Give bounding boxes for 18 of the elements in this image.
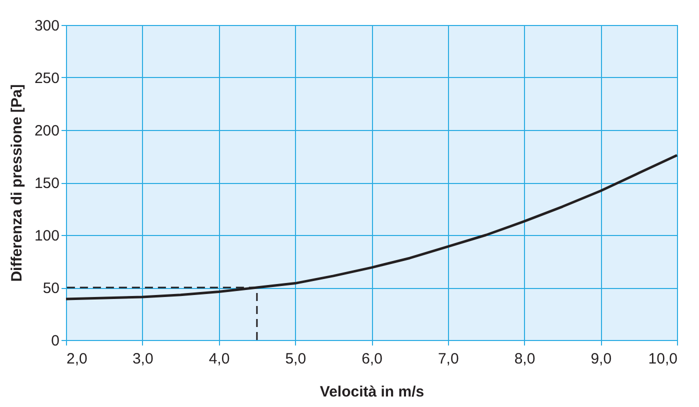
y-tick-label: 0: [51, 332, 60, 350]
x-tick-label: 5,0: [285, 350, 306, 368]
y-tick-label: 50: [42, 280, 60, 297]
y-tick-label: 100: [34, 228, 60, 244]
x-tick-label: 9,0: [590, 350, 612, 368]
x-axis-title: Velocità in m/s: [320, 384, 424, 400]
y-tick-label: 300: [34, 18, 60, 34]
x-tick-label: 7,0: [438, 350, 459, 368]
x-tick-label: 10,0: [648, 350, 678, 368]
x-tick-label: 4,0: [208, 350, 230, 368]
y-tick-label: 200: [34, 122, 60, 140]
x-tick-label: 3,0: [132, 350, 154, 368]
x-tick-label: 8,0: [514, 350, 536, 368]
y-axis-title: Differenza di pressione [Pa]: [8, 84, 26, 282]
x-tick-label: 6,0: [362, 350, 382, 368]
x-tick-label: 2,0: [66, 350, 88, 368]
y-tick-label: 150: [34, 175, 60, 192]
y-tick-label: 250: [34, 70, 60, 87]
